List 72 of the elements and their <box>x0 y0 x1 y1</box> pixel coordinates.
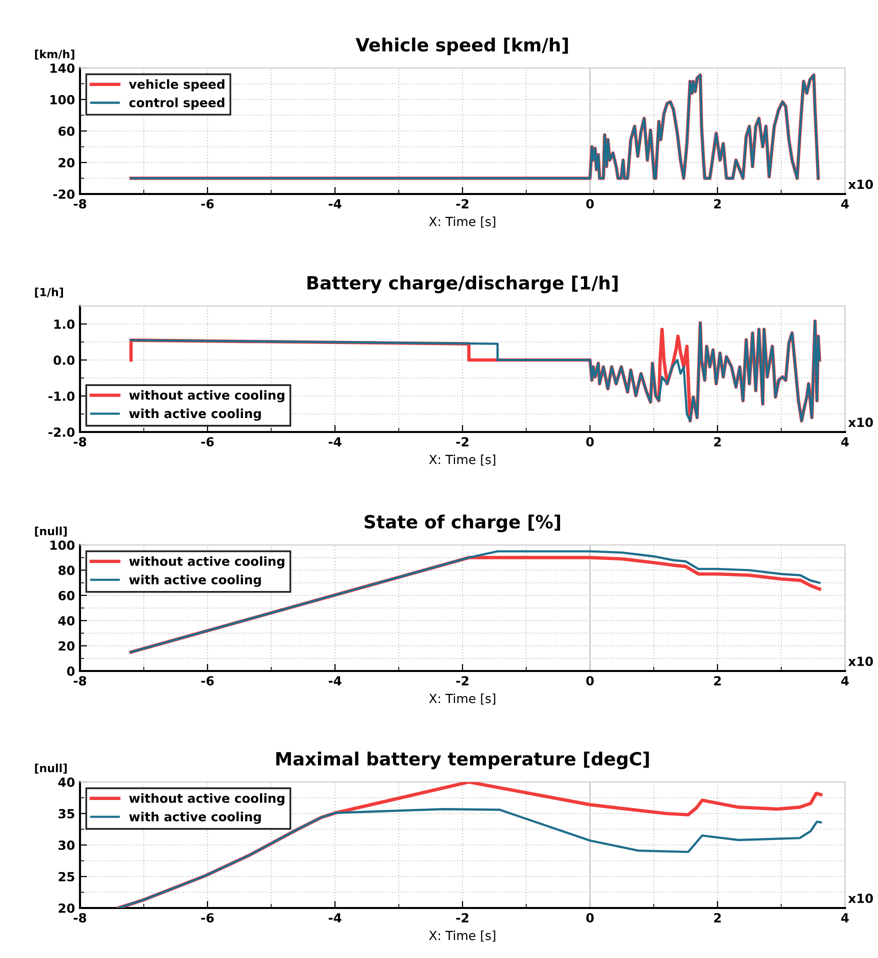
y-tick-label: 20 <box>58 158 75 168</box>
y-axis-title: [null] <box>35 526 67 537</box>
y-tick-label: -1.0 <box>48 391 75 401</box>
y-tick-label: 20 <box>58 641 75 651</box>
y-tick-label: 30 <box>58 840 75 850</box>
x-axis-title: X: Time [s] <box>429 694 496 705</box>
legend-label: without active cooling <box>129 556 284 568</box>
text: x10 <box>848 180 873 190</box>
x-tick-label: -8 <box>74 913 86 923</box>
legend-label: with active cooling <box>129 574 261 587</box>
x-tick-label: -2 <box>456 437 468 446</box>
x-tick-label: 0 <box>586 437 594 447</box>
x-tick-label: 4 <box>841 199 849 208</box>
x-tick-label: 4 <box>841 913 849 922</box>
legend-label: without active cooling <box>129 390 284 402</box>
y-tick-label: -2.0 <box>48 427 75 437</box>
x-tick-label: -6 <box>201 676 214 686</box>
x-tick-label: -2 <box>456 676 468 686</box>
x-tick-label: -2 <box>456 199 468 208</box>
y-tick-label: 60 <box>58 590 75 600</box>
x-tick-label: -4 <box>328 676 342 686</box>
y-tick-label: 80 <box>58 566 75 576</box>
text: x10 <box>848 894 873 904</box>
y-tick-label: 20 <box>58 903 75 913</box>
x-tick-label: -2 <box>456 913 468 922</box>
y-tick-label: 60 <box>58 126 75 136</box>
legend-label: without active cooling <box>129 793 284 806</box>
chart-title: State of charge [%] <box>364 514 560 532</box>
y-axis-title: [1/h] <box>35 288 63 298</box>
x-tick-label: -8 <box>74 676 86 686</box>
x-tick-label: -4 <box>328 913 342 922</box>
y-tick-label: 100 <box>50 540 75 550</box>
y-tick-label: 40 <box>58 616 75 626</box>
x-tick-label: 2 <box>714 437 721 446</box>
y-tick-label: 0.0 <box>54 355 75 365</box>
text: x10 <box>848 418 873 428</box>
x-tick-label: 4 <box>841 437 849 446</box>
x-tick-label: -4 <box>328 199 342 208</box>
x-tick-label: -6 <box>201 913 214 923</box>
legend-label: vehicle speed <box>128 79 224 92</box>
legend-label: control speed <box>129 98 224 110</box>
y-tick-label: 40 <box>58 777 75 787</box>
y-tick-label: 100 <box>50 94 75 104</box>
x-tick-label: 2 <box>714 199 721 208</box>
y-tick-label: 0 <box>67 666 75 676</box>
y-tick-label: 35 <box>58 808 74 818</box>
y-tick-label: -20 <box>53 189 75 199</box>
x-tick-label: -6 <box>201 437 214 447</box>
x-axis-title: X: Time [s] <box>429 454 496 466</box>
x-tick-label: 2 <box>714 676 721 686</box>
y-tick-label: 25 <box>58 872 74 882</box>
y-tick-label: 140 <box>50 63 75 73</box>
chart-title: Battery charge/discharge [1/h] <box>308 276 618 294</box>
y-axis-title: [km/h] <box>35 50 74 60</box>
x-tick-label: -4 <box>328 437 342 446</box>
x-tick-label: 4 <box>841 676 849 686</box>
chart-title: Vehicle speed [km/h] <box>356 38 568 56</box>
x-tick-label: 2 <box>714 913 721 922</box>
text: x10 <box>848 656 873 666</box>
x-axis-title: X: Time [s] <box>429 216 496 228</box>
x-tick-label: 0 <box>586 913 594 923</box>
x-tick-label: 0 <box>586 676 594 686</box>
x-tick-label: 0 <box>586 199 594 209</box>
x-tick-label: -6 <box>201 199 214 209</box>
y-tick-label: 1.0 <box>54 319 75 329</box>
x-tick-label: -8 <box>74 437 86 447</box>
x-tick-label: -8 <box>74 199 86 209</box>
x-axis-title: X: Time [s] <box>429 930 496 942</box>
chart-title: Maximal battery temperature [degC] <box>276 752 649 770</box>
legend-label: with active cooling <box>129 408 261 421</box>
y-axis-title: [null] <box>35 764 67 774</box>
legend-label: with active cooling <box>129 812 261 824</box>
